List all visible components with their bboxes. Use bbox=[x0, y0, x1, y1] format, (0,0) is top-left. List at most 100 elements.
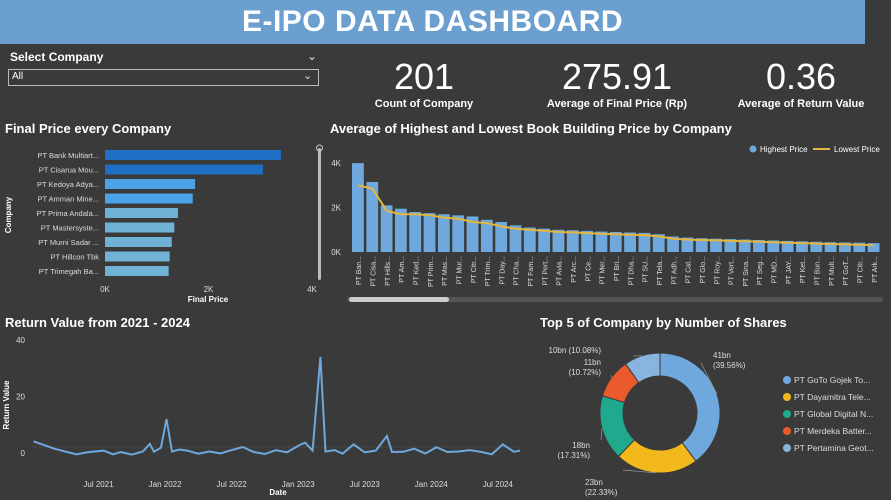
kpi-count-value: 201 bbox=[393, 56, 455, 97]
dashboard-title-bar: E-IPO DATA DASHBOARD bbox=[0, 0, 865, 44]
highest-price-bar[interactable] bbox=[839, 242, 851, 252]
return-value-line bbox=[33, 356, 521, 456]
highest-price-bar[interactable] bbox=[480, 219, 493, 252]
highest-price-bar[interactable] bbox=[352, 163, 364, 252]
final-price-bar[interactable] bbox=[105, 179, 196, 189]
highest-price-bar[interactable] bbox=[824, 242, 837, 252]
scroll-handle-icon[interactable] bbox=[316, 144, 323, 152]
book-building-bars bbox=[352, 163, 880, 252]
return-value-y-tick: 0 bbox=[21, 449, 26, 458]
book-building-category-label: PT Fam... bbox=[528, 256, 535, 287]
highest-price-bar[interactable] bbox=[495, 222, 508, 252]
highest-price-bar[interactable] bbox=[452, 215, 465, 252]
book-building-y-tick: 2K bbox=[331, 204, 341, 213]
final-price-bar[interactable] bbox=[105, 193, 193, 204]
highest-price-bar[interactable] bbox=[609, 232, 622, 252]
chevron-down-icon[interactable]: ⌄ bbox=[307, 49, 318, 63]
final-price-category-label: PT Prima Andala... bbox=[37, 209, 99, 218]
final-price-x-tick: 4K bbox=[307, 285, 317, 294]
highest-price-bar[interactable] bbox=[466, 216, 479, 252]
final-price-bar[interactable] bbox=[105, 237, 172, 247]
highest-price-bar[interactable] bbox=[667, 236, 679, 252]
highest-price-bar[interactable] bbox=[710, 238, 722, 252]
return-value-y-axis-label: Return Value bbox=[2, 380, 11, 429]
final-price-bar[interactable] bbox=[105, 266, 169, 276]
legend-highest-label: Highest Price bbox=[760, 145, 808, 154]
book-building-scroll-track[interactable] bbox=[347, 297, 883, 302]
legend-label[interactable]: PT GoTo Gojek To... bbox=[794, 375, 870, 385]
kpi-return-value: 0.36 bbox=[765, 56, 837, 97]
legend-label[interactable]: PT Merdeka Batter... bbox=[794, 426, 872, 436]
final-price-category-labels: PT Bank Multiart... PT Cisarua Mou... PT K… bbox=[37, 151, 100, 276]
book-building-category-label: PT Dha... bbox=[628, 256, 635, 285]
final-price-bar[interactable] bbox=[105, 251, 170, 262]
book-building-category-label: PT Adh... bbox=[671, 256, 678, 285]
final-price-bar[interactable] bbox=[105, 150, 281, 160]
book-building-scroll-thumb[interactable] bbox=[349, 297, 449, 302]
highest-price-bar[interactable] bbox=[509, 225, 522, 252]
final-price-scrollbar[interactable] bbox=[318, 148, 321, 280]
kpi-final-price-label: Average of Final Price (Rp) bbox=[546, 98, 688, 110]
highest-price-bar[interactable] bbox=[781, 240, 794, 252]
highest-price-bar[interactable] bbox=[767, 240, 780, 252]
highest-price-bar[interactable] bbox=[538, 228, 551, 252]
book-building-category-label: PT SU... bbox=[643, 256, 650, 282]
book-building-category-label: PT Bri... bbox=[614, 256, 621, 281]
donut-data-label: 18bn bbox=[572, 441, 590, 450]
highest-price-bar[interactable] bbox=[724, 239, 737, 252]
book-building-category-label: PT Day... bbox=[499, 256, 506, 285]
book-building-category-label: PT JAY... bbox=[786, 256, 793, 284]
highest-price-bar[interactable] bbox=[581, 230, 594, 252]
highest-price-bar[interactable] bbox=[695, 238, 708, 252]
highest-price-bar[interactable] bbox=[423, 213, 436, 252]
book-building-category-label: PT Glo... bbox=[700, 256, 707, 284]
final-price-bar[interactable] bbox=[105, 222, 175, 233]
highest-price-bar[interactable] bbox=[753, 240, 765, 252]
legend-marker bbox=[783, 444, 791, 452]
legend-marker bbox=[783, 376, 791, 384]
return-value-x-tick: Jan 2022 bbox=[149, 480, 182, 489]
legend-lowest-label: Lowest Price bbox=[834, 145, 880, 154]
return-value-x-axis-label: Date bbox=[269, 488, 287, 497]
highest-price-bar[interactable] bbox=[738, 239, 751, 252]
final-price-bar[interactable] bbox=[105, 208, 178, 218]
legend-label[interactable]: PT Global Digital N... bbox=[794, 409, 873, 419]
company-dropdown[interactable] bbox=[8, 69, 319, 86]
book-building-category-label: PT Prim... bbox=[428, 256, 435, 287]
highest-price-bar[interactable] bbox=[394, 208, 407, 252]
book-building-legend: Highest Price Lowest Price bbox=[749, 145, 880, 154]
highest-price-bar[interactable] bbox=[595, 231, 608, 252]
book-building-category-label: PT Trim... bbox=[485, 256, 492, 286]
highest-price-bar[interactable] bbox=[523, 227, 536, 252]
highest-price-bar[interactable] bbox=[652, 234, 665, 252]
highest-price-bar[interactable] bbox=[409, 212, 422, 252]
final-price-category-label: PT Hillcon Tbk bbox=[51, 253, 100, 262]
legend-label[interactable]: PT Dayamitra Tele... bbox=[794, 392, 871, 402]
kpi-return-label: Average of Return Value bbox=[737, 98, 865, 110]
highest-price-bar[interactable] bbox=[624, 232, 636, 252]
book-building-category-label: PT Avia... bbox=[557, 256, 564, 286]
highest-price-bar[interactable] bbox=[366, 182, 379, 252]
highest-price-bar[interactable] bbox=[796, 241, 808, 252]
legend-label[interactable]: PT Pertamina Geot... bbox=[794, 443, 874, 453]
dropdown-arrow-icon[interactable]: ⌄ bbox=[303, 70, 313, 82]
highest-price-bar[interactable] bbox=[867, 243, 880, 252]
highest-price-bar[interactable] bbox=[566, 230, 579, 252]
highest-price-bar[interactable] bbox=[552, 229, 565, 252]
highest-price-bar[interactable] bbox=[380, 205, 393, 252]
book-building-y-tick: 4K bbox=[331, 159, 341, 168]
legend-marker bbox=[783, 427, 791, 435]
highest-price-bar[interactable] bbox=[853, 242, 866, 252]
donut-data-pct: (22.33%) bbox=[585, 488, 618, 497]
highest-price-bar[interactable] bbox=[681, 237, 694, 252]
book-building-category-label: PT Tela... bbox=[657, 256, 664, 285]
donut-slice[interactable] bbox=[624, 352, 661, 384]
book-building-y-tick: 0K bbox=[331, 248, 341, 257]
donut-data-label: 41bn bbox=[713, 351, 731, 360]
donut-slice[interactable] bbox=[659, 352, 721, 462]
final-price-bar[interactable] bbox=[105, 164, 263, 175]
highest-price-bar[interactable] bbox=[810, 241, 823, 252]
highest-price-bar[interactable] bbox=[638, 232, 651, 252]
book-building-category-label: PT Mur... bbox=[456, 256, 463, 284]
highest-price-bar[interactable] bbox=[437, 214, 450, 252]
